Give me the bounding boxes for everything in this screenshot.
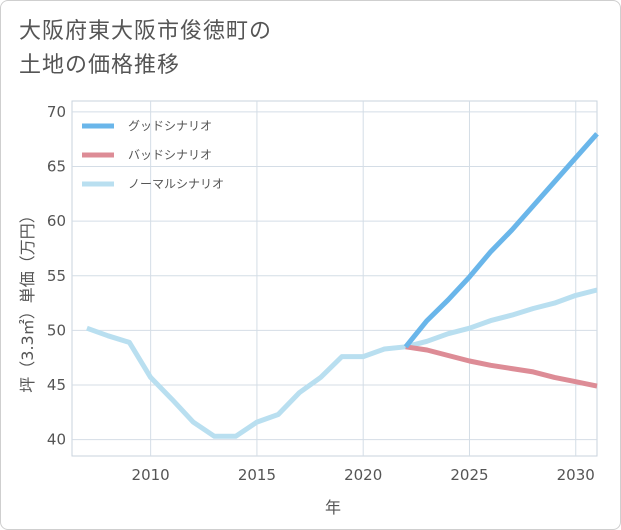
chart-title-line-1: 大阪府東大阪市俊徳町の <box>19 19 273 44</box>
x-tick-label: 2010 <box>132 466 170 484</box>
y-tick-label: 40 <box>47 431 66 449</box>
tick-labels: 2010 2015 2020 2025 2030 40 45 50 55 60 65 70 <box>47 103 595 484</box>
plot-frame <box>71 100 598 457</box>
grid-lines <box>71 100 598 457</box>
y-axis-label: 坪（3.3㎡）単価（万円） <box>18 207 37 392</box>
x-tick-label: 2025 <box>450 466 488 484</box>
x-tick-label: 2030 <box>557 466 595 484</box>
x-tick-label: 2015 <box>238 466 276 484</box>
series-line-1 <box>405 344 598 389</box>
chart-title-line-2: 土地の価格推移 <box>19 53 181 78</box>
series-lines <box>86 132 599 439</box>
y-tick-label: 60 <box>47 212 66 230</box>
legend-label-0: グッドシナリオ <box>128 119 212 133</box>
y-tick-label: 55 <box>47 267 66 285</box>
series-line-0 <box>403 132 599 349</box>
y-tick-label: 50 <box>47 321 66 339</box>
series-line-2 <box>86 287 598 439</box>
legend-label-2: ノーマルシナリオ <box>128 177 224 191</box>
y-tick-label: 70 <box>47 103 66 121</box>
chart-title: 大阪府東大阪市俊徳町の 土地の価格推移 <box>19 15 272 83</box>
x-tick-label: 2020 <box>344 466 382 484</box>
y-tick-label: 65 <box>47 158 66 176</box>
legend-label-1: バッドシナリオ <box>128 148 212 162</box>
y-tick-label: 45 <box>47 376 66 394</box>
x-axis-label: 年 <box>325 498 341 517</box>
